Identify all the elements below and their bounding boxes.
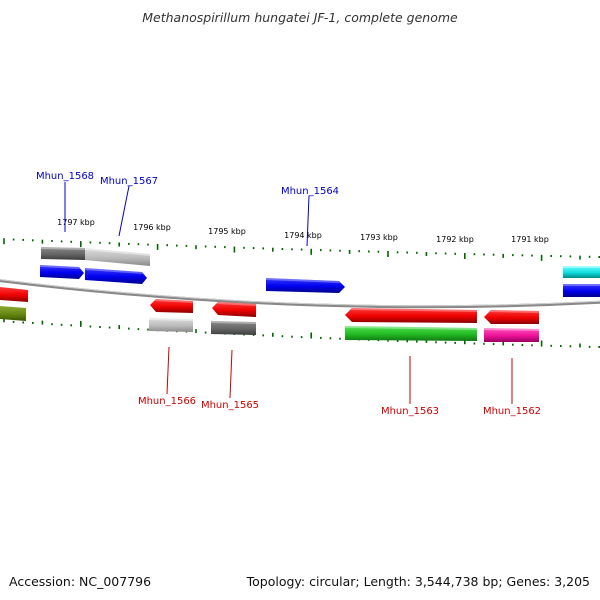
genome-backbone-highlight — [0, 279, 600, 307]
leader-lines-plus — [64, 182, 310, 247]
ruler-label-1795: 1795 kbp — [208, 227, 246, 236]
feature-mhun-1566-grey[interactable] — [149, 318, 193, 332]
gene-label-mhun-1563[interactable]: Mhun_1563 — [381, 406, 439, 417]
leader-lines-minus — [166, 346, 513, 404]
gene-label-mhun-1562[interactable]: Mhun_1562 — [483, 406, 541, 417]
ruler-label-1794: 1794 kbp — [284, 231, 322, 240]
upper-tick-track — [3, 238, 600, 261]
ruler-label-1792: 1792 kbp — [436, 235, 474, 244]
gene-label-mhun-1565[interactable]: Mhun_1565 — [201, 400, 259, 411]
feature-mhun-1567[interactable] — [85, 268, 147, 284]
feature-mhun-1562-pink[interactable] — [484, 328, 539, 342]
gene-label-mhun-1564[interactable]: Mhun_1564 — [281, 186, 339, 197]
feature-mhun-1566[interactable] — [150, 299, 193, 313]
gene-label-mhun-1566[interactable]: Mhun_1566 — [138, 396, 196, 407]
feature-mhun-1564[interactable] — [266, 278, 345, 293]
feature-mhun-1568-grey[interactable] — [41, 247, 85, 260]
gene-label-mhun-1568[interactable]: Mhun_1568 — [36, 171, 94, 182]
topology-text: Topology: circular; Length: 3,544,738 bp… — [246, 574, 590, 589]
feature-blue-edge[interactable] — [563, 284, 600, 297]
gene-label-mhun-1567[interactable]: Mhun_1567 — [100, 176, 158, 187]
feature-olive-edge[interactable] — [0, 306, 26, 321]
ruler-labels: 1797 kbp 1796 kbp 1795 kbp 1794 kbp 1793… — [57, 218, 549, 244]
feature-cyan-edge[interactable] — [563, 266, 600, 278]
feature-mhun-1568[interactable] — [40, 265, 84, 279]
feature-mhun-1565-grey[interactable] — [211, 321, 256, 335]
ruler-label-1793: 1793 kbp — [360, 233, 398, 242]
map-title: Methanospirillum hungatei JF-1, complete… — [142, 10, 458, 25]
genome-backbone — [0, 279, 600, 309]
gene-labels: Mhun_1568 Mhun_1567 Mhun_1564 Mhun_1566 … — [36, 171, 541, 417]
ruler-label-1796: 1796 kbp — [133, 223, 171, 232]
feature-mhun-1567-grey[interactable] — [85, 248, 150, 266]
ruler-label-1791: 1791 kbp — [511, 235, 549, 244]
accession-text: Accession: NC_007796 — [9, 574, 151, 589]
feature-mhun-1563[interactable] — [345, 308, 477, 323]
feature-mhun-1563-green[interactable] — [345, 326, 477, 341]
feature-red-edge[interactable] — [0, 287, 28, 302]
feature-mhun-1565[interactable] — [212, 302, 256, 317]
ruler-label-1797: 1797 kbp — [57, 218, 95, 227]
feature-mhun-1562[interactable] — [484, 310, 539, 324]
